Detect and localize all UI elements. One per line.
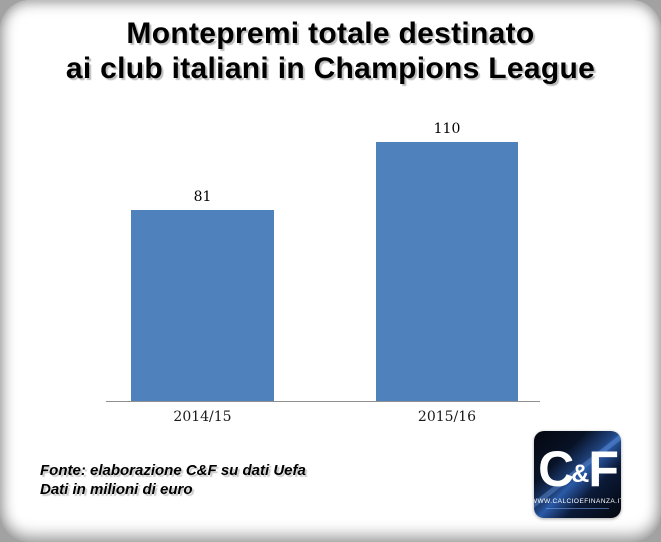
logo-letter-f: F	[588, 441, 619, 497]
bar-value-label: 81	[193, 189, 212, 205]
source-note: Fonte: elaborazione C&F su dati Uefa Dat…	[40, 461, 306, 499]
category-label: 2015/16	[417, 409, 477, 425]
logo-letter-c: C	[538, 441, 574, 497]
chart-title: Montepremi totale destinato ai club ital…	[0, 16, 661, 86]
logo-monogram: C & F	[538, 441, 619, 497]
bar-2014/15	[131, 210, 274, 401]
chart-title-line2: ai club italiani in Champions League	[65, 52, 596, 85]
plot-area: 81 2014/15 110 2015/16	[106, 110, 540, 425]
logo-ampersand: &	[571, 460, 590, 488]
logo-divider-line	[546, 508, 609, 509]
source-note-line2: Dati in milioni di euro	[40, 481, 193, 498]
calcioefinanza-logo: C & F WWW.CALCIOEFINANZA.IT	[534, 431, 621, 518]
bar-2015/16	[376, 142, 518, 401]
source-note-line1: Fonte: elaborazione C&F su dati Uefa	[40, 462, 306, 479]
bar-value-label: 110	[433, 121, 461, 137]
chart-title-line1: Montepremi totale destinato	[126, 17, 535, 50]
category-label: 2014/15	[173, 409, 232, 425]
logo-website-url: WWW.CALCIOEFINANZA.IT	[534, 498, 621, 505]
